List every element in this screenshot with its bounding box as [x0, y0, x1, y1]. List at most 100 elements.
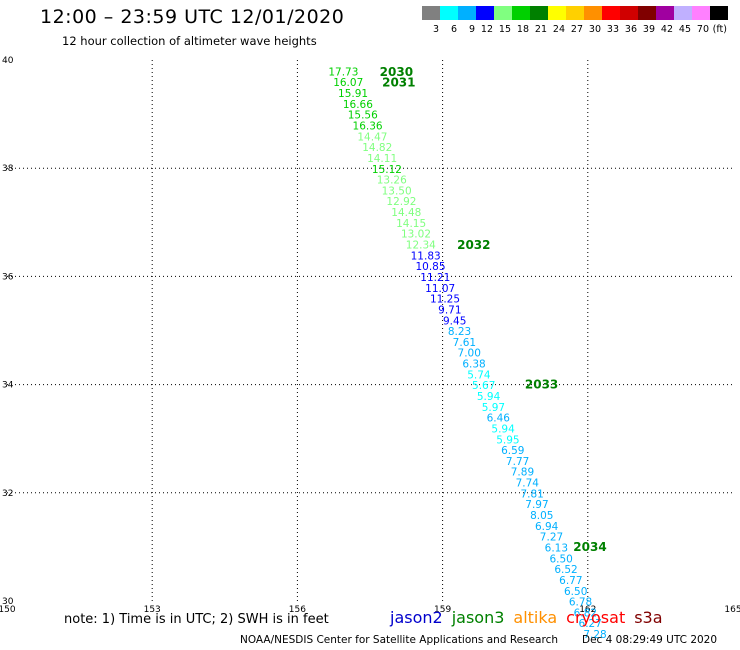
wave-height-label: 15.91: [338, 88, 368, 100]
wave-height-label: 9.45: [443, 315, 466, 327]
x-tick-label: 150: [0, 605, 16, 615]
colorbar-label: 15: [499, 24, 511, 35]
time-annotation: 2034: [573, 540, 606, 554]
y-tick-label: 34: [2, 381, 14, 391]
y-tick-label: 36: [2, 272, 14, 282]
chart-subtitle: 12 hour collection of altimeter wave hei…: [62, 34, 317, 48]
legend-item-jason3: jason3: [451, 608, 505, 627]
colorbar-label: 39: [643, 24, 655, 35]
colorbar-swatch: [512, 6, 530, 20]
wave-height-label: 14.15: [396, 218, 426, 230]
colorbar-label: 3: [433, 24, 439, 35]
colorbar-swatch: [476, 6, 494, 20]
colorbar-swatch: [674, 6, 692, 20]
wave-height-label: 7.89: [511, 467, 534, 479]
legend-item-altika: altika: [513, 608, 558, 627]
wave-height-label: 5.94: [491, 423, 515, 435]
colorbar-label: 27: [571, 24, 583, 35]
colorbar-swatch: [440, 6, 458, 20]
colorbar-swatch: [494, 6, 512, 20]
colorbar-label: 45: [679, 24, 691, 35]
time-annotation: 2033: [525, 378, 558, 392]
colorbar-label: (ft): [713, 24, 727, 35]
wave-height-label: 7.74: [516, 478, 540, 490]
wave-height-label: 7.97: [525, 499, 548, 511]
footnote: note: 1) Time is in UTC; 2) SWH is in fe…: [64, 612, 329, 627]
credit-line: NOAA/NESDIS Center for Satellite Applica…: [240, 634, 558, 646]
wave-height-label: 11.25: [430, 294, 460, 306]
wave-height-label: 6.46: [487, 413, 511, 425]
wave-height-label: 6.94: [535, 521, 559, 533]
wave-height-label: 16.36: [353, 121, 383, 133]
y-tick-label: 30: [2, 597, 14, 607]
legend-item-s3a: s3a: [634, 608, 663, 627]
wave-height-label: 5.95: [496, 434, 519, 446]
wave-height-label: 6.13: [545, 542, 568, 554]
wave-height-label: 16.07: [333, 77, 363, 89]
wave-height-label: 17.73: [328, 66, 358, 78]
wave-height-label: 6.77: [559, 575, 582, 587]
wave-height-label: 14.47: [357, 131, 387, 143]
wave-height-label: 13.02: [401, 229, 431, 241]
colorbar-swatch: [584, 6, 602, 20]
colorbar-label: 18: [517, 24, 529, 35]
colorbar-swatch: [638, 6, 656, 20]
y-tick-label: 32: [2, 489, 13, 499]
colorbar-swatch: [692, 6, 710, 20]
wave-height-label: 7.81: [520, 488, 543, 500]
y-tick-label: 38: [2, 164, 14, 174]
time-annotation: 2030: [380, 65, 413, 79]
x-tick-label: 159: [434, 605, 451, 615]
wave-height-label: 11.21: [420, 272, 450, 284]
wave-height-label: 13.50: [382, 185, 412, 197]
colorbar-swatch: [566, 6, 584, 20]
x-tick-label: 165: [724, 605, 740, 615]
satellite-legend: jason2 jason3 altika cryosat s3a: [390, 608, 663, 627]
wave-height-label: 7.61: [453, 337, 476, 349]
wave-height-label: 5.74: [467, 369, 491, 381]
colorbar-swatch: [458, 6, 476, 20]
wave-height-label: 5.94: [477, 391, 501, 403]
legend-item-jason2: jason2: [390, 608, 443, 627]
wave-height-label: 6.50: [549, 553, 572, 565]
colorbar-label: 30: [589, 24, 601, 35]
wave-height-label: 12.92: [386, 196, 416, 208]
wave-height-label: 15.56: [348, 110, 378, 122]
colorbar-label: 36: [625, 24, 637, 35]
page-title: 12:00 – 23:59 UTC 12/01/2020: [40, 6, 345, 28]
wave-height-label: 8.05: [530, 510, 553, 522]
colorbar-label: 70: [697, 24, 709, 35]
colorbar-swatch: [656, 6, 674, 20]
wave-height-label: 6.59: [501, 445, 524, 457]
colorbar-swatch: [548, 6, 566, 20]
wave-height-label: 15.12: [372, 164, 402, 176]
colorbar-label: 21: [535, 24, 547, 35]
wave-height-label: 6.50: [564, 586, 587, 598]
wave-height-label: 8.23: [448, 326, 471, 338]
wave-height-values: 17.7316.0715.9116.6615.5616.3614.4714.82…: [328, 66, 606, 641]
y-tick-label: 40: [2, 56, 14, 66]
colorbar-label: 12: [481, 24, 493, 35]
wave-height-label: 5.97: [482, 402, 505, 414]
time-annotation: 2031: [382, 76, 415, 90]
wave-height-label: 6.82: [574, 607, 597, 619]
legend-item-cryosat: cryosat: [566, 608, 626, 627]
wave-height-label: 9.71: [438, 304, 461, 316]
x-tick-label: 162: [579, 605, 596, 615]
wave-height-label: 14.82: [362, 142, 392, 154]
generation-timestamp: Dec 4 08:29:49 UTC 2020: [582, 634, 718, 646]
wave-height-label: 5.67: [472, 380, 495, 392]
wave-height-label: 10.85: [415, 261, 445, 273]
wave-height-label: 6.78: [569, 597, 592, 609]
wave-height-label: 14.11: [367, 153, 397, 165]
wave-height-label: 7.00: [458, 348, 481, 360]
wave-height-label: 6.27: [579, 618, 602, 630]
colorbar-swatch: [602, 6, 620, 20]
wave-height-label: 6.52: [554, 564, 577, 576]
colorbar-swatch: [620, 6, 638, 20]
wave-height-label: 7.27: [540, 532, 563, 544]
wave-height-label: 7.28: [583, 629, 606, 641]
colorbar-label: 24: [553, 24, 565, 35]
